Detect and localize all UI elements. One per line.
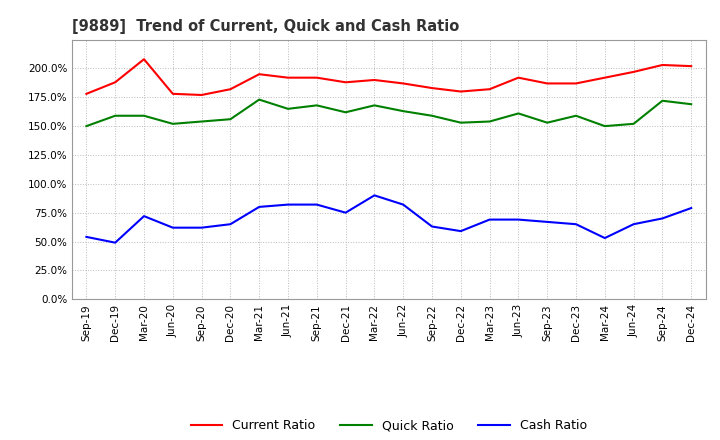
Current Ratio (658, 62, 667, 68)
Cash Ratio (687, 205, 696, 211)
Quick Ratio (572, 113, 580, 118)
Cash Ratio (428, 224, 436, 229)
Cash Ratio (629, 222, 638, 227)
Cash Ratio (255, 204, 264, 209)
Cash Ratio (111, 240, 120, 246)
Current Ratio (399, 81, 408, 86)
Cash Ratio (658, 216, 667, 221)
Quick Ratio (284, 106, 292, 111)
Cash Ratio (543, 219, 552, 224)
Quick Ratio (687, 102, 696, 107)
Quick Ratio (629, 121, 638, 126)
Quick Ratio (658, 98, 667, 103)
Current Ratio (687, 63, 696, 69)
Current Ratio (572, 81, 580, 86)
Current Ratio (543, 81, 552, 86)
Cash Ratio (341, 210, 350, 215)
Quick Ratio (168, 121, 177, 126)
Quick Ratio (312, 103, 321, 108)
Current Ratio (370, 77, 379, 83)
Cash Ratio (485, 217, 494, 222)
Cash Ratio (168, 225, 177, 230)
Cash Ratio (600, 235, 609, 241)
Current Ratio (168, 91, 177, 96)
Quick Ratio (226, 117, 235, 122)
Cash Ratio (456, 228, 465, 234)
Quick Ratio (255, 97, 264, 102)
Quick Ratio (140, 113, 148, 118)
Current Ratio (197, 92, 206, 98)
Quick Ratio (111, 113, 120, 118)
Quick Ratio (82, 124, 91, 129)
Current Ratio (82, 91, 91, 96)
Current Ratio (140, 57, 148, 62)
Current Ratio (428, 85, 436, 91)
Quick Ratio (543, 120, 552, 125)
Line: Cash Ratio: Cash Ratio (86, 195, 691, 243)
Cash Ratio (284, 202, 292, 207)
Current Ratio (255, 72, 264, 77)
Cash Ratio (399, 202, 408, 207)
Cash Ratio (82, 234, 91, 239)
Current Ratio (456, 89, 465, 94)
Text: [9889]  Trend of Current, Quick and Cash Ratio: [9889] Trend of Current, Quick and Cash … (72, 19, 459, 34)
Quick Ratio (456, 120, 465, 125)
Quick Ratio (514, 111, 523, 116)
Quick Ratio (600, 124, 609, 129)
Quick Ratio (428, 113, 436, 118)
Current Ratio (312, 75, 321, 81)
Cash Ratio (226, 222, 235, 227)
Current Ratio (600, 75, 609, 81)
Legend: Current Ratio, Quick Ratio, Cash Ratio: Current Ratio, Quick Ratio, Cash Ratio (186, 414, 592, 437)
Current Ratio (341, 80, 350, 85)
Current Ratio (629, 69, 638, 74)
Line: Quick Ratio: Quick Ratio (86, 99, 691, 126)
Cash Ratio (312, 202, 321, 207)
Cash Ratio (140, 213, 148, 219)
Current Ratio (514, 75, 523, 81)
Current Ratio (284, 75, 292, 81)
Quick Ratio (399, 109, 408, 114)
Cash Ratio (572, 222, 580, 227)
Quick Ratio (341, 110, 350, 115)
Quick Ratio (370, 103, 379, 108)
Cash Ratio (197, 225, 206, 230)
Cash Ratio (514, 217, 523, 222)
Current Ratio (226, 87, 235, 92)
Quick Ratio (197, 119, 206, 124)
Current Ratio (485, 87, 494, 92)
Line: Current Ratio: Current Ratio (86, 59, 691, 95)
Quick Ratio (485, 119, 494, 124)
Current Ratio (111, 80, 120, 85)
Cash Ratio (370, 193, 379, 198)
